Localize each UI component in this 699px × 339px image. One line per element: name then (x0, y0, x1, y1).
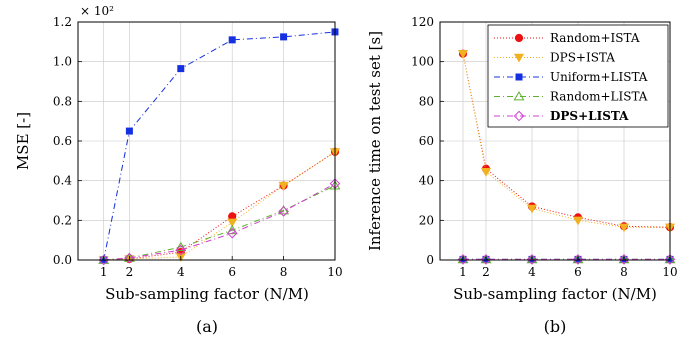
y-tick-label: 120 (411, 15, 434, 29)
data-point-dps-ista (480, 168, 492, 177)
panel-a-grid (78, 21, 336, 261)
x-tick-label: 8 (620, 265, 628, 279)
x-tick-label: 1 (459, 265, 467, 279)
data-point-dps-lista (226, 227, 238, 239)
legend-label: Random+LISTA (550, 90, 648, 104)
series-dps-ista (457, 50, 676, 233)
data-point-dps-lista (572, 254, 584, 265)
data-point-uniform-lista (125, 127, 133, 135)
legend-label: DPS+ISTA (550, 51, 615, 65)
x-tick-label: 10 (662, 265, 677, 279)
legend-entry-random-lista: Random+LISTA (494, 90, 648, 104)
y-tick-label: 100 (411, 55, 434, 69)
y-tick-label: 0.0 (53, 253, 72, 267)
panel-b-xlabel: Sub-sampling factor (N/M) (453, 285, 657, 303)
x-tick-label: 6 (574, 265, 582, 279)
legend-label: Random+ISTA (550, 31, 640, 45)
panel-b-ylabel: Inference time on test set [s] (366, 31, 384, 251)
y-tick-label: 0.8 (53, 94, 72, 108)
x-tick-label: 1 (100, 265, 108, 279)
data-point-random-lista (278, 205, 290, 215)
panel-a-ylabel: MSE [-] (14, 112, 32, 170)
panel-a: 1 2 4 6 8 10 0.0 0.2 0.4 0.6 0.8 1.0 1.2 × 10² MSE [… (14, 4, 343, 336)
legend-marker-uniform-lista (515, 73, 523, 81)
panel-b-caption: (b) (544, 317, 567, 336)
y-tick-label: 1.0 (53, 55, 72, 69)
legend-marker-dps-ista (513, 53, 525, 63)
y-tick-label: 1.2 (53, 15, 72, 29)
series-dps-lista (98, 178, 341, 266)
x-tick-label: 2 (126, 265, 134, 279)
y-tick-label: 60 (419, 134, 434, 148)
y-tick-label: 20 (419, 213, 434, 227)
y-tick-label: 0 (426, 253, 434, 267)
data-point-dps-lista (457, 254, 469, 265)
x-tick-label: 4 (528, 265, 536, 279)
legend-marker-dps-lista (513, 110, 525, 122)
data-point-dps-lista (124, 252, 135, 264)
data-point-dps-ista (572, 216, 584, 226)
panel-b-legend: Random+ISTA DPS+ISTA Uniform+LISTA Random+L… (487, 24, 669, 128)
data-point-dps-ista (618, 223, 630, 233)
y-tick-label: 80 (419, 94, 434, 108)
x-tick-label: 4 (177, 265, 185, 279)
series-line-dps-lista (103, 183, 336, 261)
series-line-dps-ista (103, 151, 336, 261)
legend-entry-dps-ista: DPS+ISTA (494, 51, 615, 65)
data-point-dps-lista (618, 254, 630, 265)
panel-a-xlabel: Sub-sampling factor (N/M) (105, 285, 309, 303)
y-tick-label: 0.4 (53, 174, 72, 188)
data-point-uniform-lista (280, 33, 288, 41)
data-point-dps-lista (480, 254, 492, 265)
series-dps-lista (457, 254, 676, 265)
data-point-dps-ista (457, 50, 469, 59)
y-tick-label: 0.6 (53, 134, 72, 148)
y-tick-label: 0.2 (53, 213, 72, 227)
data-point-dps-lista (175, 244, 187, 256)
data-point-uniform-lista (228, 36, 236, 44)
y-tick-label: 40 (419, 174, 434, 188)
legend-marker-random-lista (513, 91, 525, 101)
data-point-dps-lista (98, 254, 110, 266)
panel-a-y-multiplier: × 10² (80, 4, 114, 18)
legend-label: DPS+LISTA (550, 109, 629, 123)
panel-a-caption: (a) (196, 317, 218, 336)
x-tick-label: 6 (228, 265, 236, 279)
data-point-dps-lista (278, 206, 289, 217)
data-point-random-lista (480, 254, 492, 264)
panel-a-ticks: 1 2 4 6 8 10 0.0 0.2 0.4 0.6 0.8 1.0 1.2 (53, 15, 343, 279)
legend-label: Uniform+LISTA (550, 70, 648, 84)
legend-entry-uniform-lista: Uniform+LISTA (494, 70, 648, 84)
legend-marker-random-ista (514, 33, 524, 43)
data-point-random-lista (175, 241, 187, 252)
data-point-dps-ista (278, 181, 289, 191)
legend-entry-random-ista: Random+ISTA (494, 31, 640, 45)
data-point-uniform-lista (177, 65, 185, 73)
series-line-uniform-lista (103, 31, 336, 261)
data-point-dps-ista (227, 218, 238, 228)
x-tick-label: 8 (280, 265, 288, 279)
data-point-dps-lista (526, 254, 538, 265)
x-tick-label: 2 (482, 265, 490, 279)
x-tick-label: 10 (327, 265, 342, 279)
data-point-dps-ista (526, 204, 538, 214)
data-point-dps-lista (664, 254, 676, 265)
legend-entry-dps-lista: DPS+LISTA (494, 109, 629, 123)
